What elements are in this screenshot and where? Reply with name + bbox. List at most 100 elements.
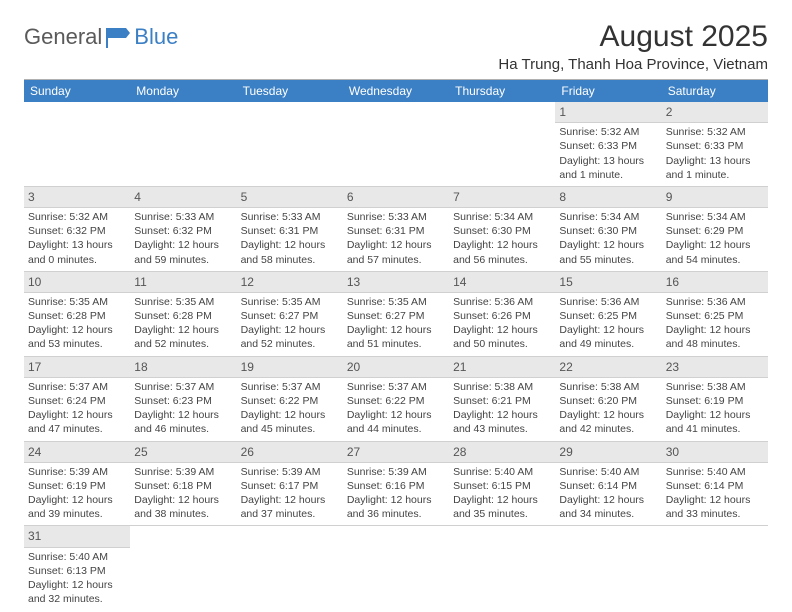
day-number: 11: [130, 272, 236, 293]
dayname-wednesday: Wednesday: [343, 80, 449, 103]
day-body: Sunrise: 5:40 AMSunset: 6:14 PMDaylight:…: [662, 463, 768, 526]
calendar-day-cell: 22Sunrise: 5:38 AMSunset: 6:20 PMDayligh…: [555, 356, 661, 441]
daylight-line: Daylight: 12 hours and 32 minutes.: [28, 578, 126, 606]
daylight-line: Daylight: 12 hours and 33 minutes.: [666, 493, 764, 521]
day-body: Sunrise: 5:37 AMSunset: 6:24 PMDaylight:…: [24, 378, 130, 441]
sunrise-line: Sunrise: 5:40 AM: [28, 550, 126, 564]
daylight-line: Daylight: 12 hours and 42 minutes.: [559, 408, 657, 436]
day-number: 10: [24, 272, 130, 293]
sunrise-line: Sunrise: 5:36 AM: [559, 295, 657, 309]
sunset-line: Sunset: 6:24 PM: [28, 394, 126, 408]
calendar-day-cell: 18Sunrise: 5:37 AMSunset: 6:23 PMDayligh…: [130, 356, 236, 441]
calendar-day-cell: 24Sunrise: 5:39 AMSunset: 6:19 PMDayligh…: [24, 441, 130, 526]
sunset-line: Sunset: 6:29 PM: [666, 224, 764, 238]
day-number: 24: [24, 442, 130, 463]
daylight-line: Daylight: 12 hours and 52 minutes.: [241, 323, 339, 351]
calendar-header-row: Sunday Monday Tuesday Wednesday Thursday…: [24, 80, 768, 103]
day-body: Sunrise: 5:33 AMSunset: 6:31 PMDaylight:…: [237, 208, 343, 271]
calendar-day-cell: 30Sunrise: 5:40 AMSunset: 6:14 PMDayligh…: [662, 441, 768, 526]
sunrise-line: Sunrise: 5:32 AM: [666, 125, 764, 139]
logo-word-1: General: [24, 24, 102, 50]
logo-flag-icon: [104, 26, 132, 48]
calendar-day-cell: 1Sunrise: 5:32 AMSunset: 6:33 PMDaylight…: [555, 102, 661, 186]
sunrise-line: Sunrise: 5:38 AM: [453, 380, 551, 394]
day-body: Sunrise: 5:39 AMSunset: 6:16 PMDaylight:…: [343, 463, 449, 526]
calendar-day-cell: 14Sunrise: 5:36 AMSunset: 6:26 PMDayligh…: [449, 271, 555, 356]
sunrise-line: Sunrise: 5:36 AM: [453, 295, 551, 309]
day-body: Sunrise: 5:33 AMSunset: 6:32 PMDaylight:…: [130, 208, 236, 271]
daylight-line: Daylight: 12 hours and 48 minutes.: [666, 323, 764, 351]
daylight-line: Daylight: 12 hours and 49 minutes.: [559, 323, 657, 351]
sunset-line: Sunset: 6:17 PM: [241, 479, 339, 493]
calendar-day-cell: 29Sunrise: 5:40 AMSunset: 6:14 PMDayligh…: [555, 441, 661, 526]
day-body: Sunrise: 5:37 AMSunset: 6:22 PMDaylight:…: [343, 378, 449, 441]
daylight-line: Daylight: 12 hours and 35 minutes.: [453, 493, 551, 521]
daylight-line: Daylight: 12 hours and 36 minutes.: [347, 493, 445, 521]
calendar-day-cell: 21Sunrise: 5:38 AMSunset: 6:21 PMDayligh…: [449, 356, 555, 441]
calendar-day-cell: [555, 526, 661, 610]
calendar-day-cell: [343, 526, 449, 610]
day-number: 25: [130, 442, 236, 463]
day-number: 18: [130, 357, 236, 378]
daylight-line: Daylight: 12 hours and 56 minutes.: [453, 238, 551, 266]
day-number: 31: [24, 526, 130, 547]
daylight-line: Daylight: 12 hours and 39 minutes.: [28, 493, 126, 521]
daylight-line: Daylight: 12 hours and 44 minutes.: [347, 408, 445, 436]
day-number: 3: [24, 187, 130, 208]
daylight-line: Daylight: 12 hours and 51 minutes.: [347, 323, 445, 351]
sunrise-line: Sunrise: 5:33 AM: [134, 210, 232, 224]
day-number: 1: [555, 102, 661, 123]
calendar-body: 1Sunrise: 5:32 AMSunset: 6:33 PMDaylight…: [24, 102, 768, 610]
day-body: Sunrise: 5:34 AMSunset: 6:30 PMDaylight:…: [555, 208, 661, 271]
dayname-thursday: Thursday: [449, 80, 555, 103]
daylight-line: Daylight: 12 hours and 50 minutes.: [453, 323, 551, 351]
calendar-day-cell: 5Sunrise: 5:33 AMSunset: 6:31 PMDaylight…: [237, 186, 343, 271]
sunset-line: Sunset: 6:30 PM: [453, 224, 551, 238]
dayname-tuesday: Tuesday: [237, 80, 343, 103]
day-body: Sunrise: 5:36 AMSunset: 6:26 PMDaylight:…: [449, 293, 555, 356]
daylight-line: Daylight: 13 hours and 1 minute.: [666, 154, 764, 182]
calendar-day-cell: [449, 526, 555, 610]
day-number: 9: [662, 187, 768, 208]
sunset-line: Sunset: 6:27 PM: [241, 309, 339, 323]
day-body: Sunrise: 5:32 AMSunset: 6:32 PMDaylight:…: [24, 208, 130, 271]
day-number: 27: [343, 442, 449, 463]
sunrise-line: Sunrise: 5:37 AM: [241, 380, 339, 394]
day-body: Sunrise: 5:39 AMSunset: 6:18 PMDaylight:…: [130, 463, 236, 526]
sunset-line: Sunset: 6:13 PM: [28, 564, 126, 578]
day-body: Sunrise: 5:38 AMSunset: 6:20 PMDaylight:…: [555, 378, 661, 441]
calendar-day-cell: 16Sunrise: 5:36 AMSunset: 6:25 PMDayligh…: [662, 271, 768, 356]
day-body: Sunrise: 5:39 AMSunset: 6:19 PMDaylight:…: [24, 463, 130, 526]
calendar-day-cell: [237, 102, 343, 186]
day-body: Sunrise: 5:34 AMSunset: 6:29 PMDaylight:…: [662, 208, 768, 271]
day-number: 21: [449, 357, 555, 378]
sunset-line: Sunset: 6:27 PM: [347, 309, 445, 323]
page-header: General Blue August 2025 Ha Trung, Thanh…: [24, 20, 768, 73]
calendar-day-cell: 20Sunrise: 5:37 AMSunset: 6:22 PMDayligh…: [343, 356, 449, 441]
day-number: 26: [237, 442, 343, 463]
logo-word-2: Blue: [134, 24, 178, 50]
day-number: 16: [662, 272, 768, 293]
day-number: 13: [343, 272, 449, 293]
sunset-line: Sunset: 6:18 PM: [134, 479, 232, 493]
sunset-line: Sunset: 6:30 PM: [559, 224, 657, 238]
calendar-day-cell: [343, 102, 449, 186]
calendar-day-cell: [130, 102, 236, 186]
day-body: Sunrise: 5:40 AMSunset: 6:13 PMDaylight:…: [24, 548, 130, 611]
calendar-week-row: 1Sunrise: 5:32 AMSunset: 6:33 PMDaylight…: [24, 102, 768, 186]
calendar-day-cell: [130, 526, 236, 610]
daylight-line: Daylight: 12 hours and 41 minutes.: [666, 408, 764, 436]
day-number: 8: [555, 187, 661, 208]
calendar-day-cell: [449, 102, 555, 186]
sunset-line: Sunset: 6:22 PM: [241, 394, 339, 408]
day-body: Sunrise: 5:32 AMSunset: 6:33 PMDaylight:…: [555, 123, 661, 186]
sunset-line: Sunset: 6:33 PM: [666, 139, 764, 153]
day-number: 14: [449, 272, 555, 293]
day-body: Sunrise: 5:38 AMSunset: 6:19 PMDaylight:…: [662, 378, 768, 441]
sunrise-line: Sunrise: 5:39 AM: [28, 465, 126, 479]
daylight-line: Daylight: 13 hours and 1 minute.: [559, 154, 657, 182]
sunset-line: Sunset: 6:31 PM: [241, 224, 339, 238]
calendar-day-cell: [662, 526, 768, 610]
day-body: Sunrise: 5:37 AMSunset: 6:23 PMDaylight:…: [130, 378, 236, 441]
calendar-week-row: 17Sunrise: 5:37 AMSunset: 6:24 PMDayligh…: [24, 356, 768, 441]
